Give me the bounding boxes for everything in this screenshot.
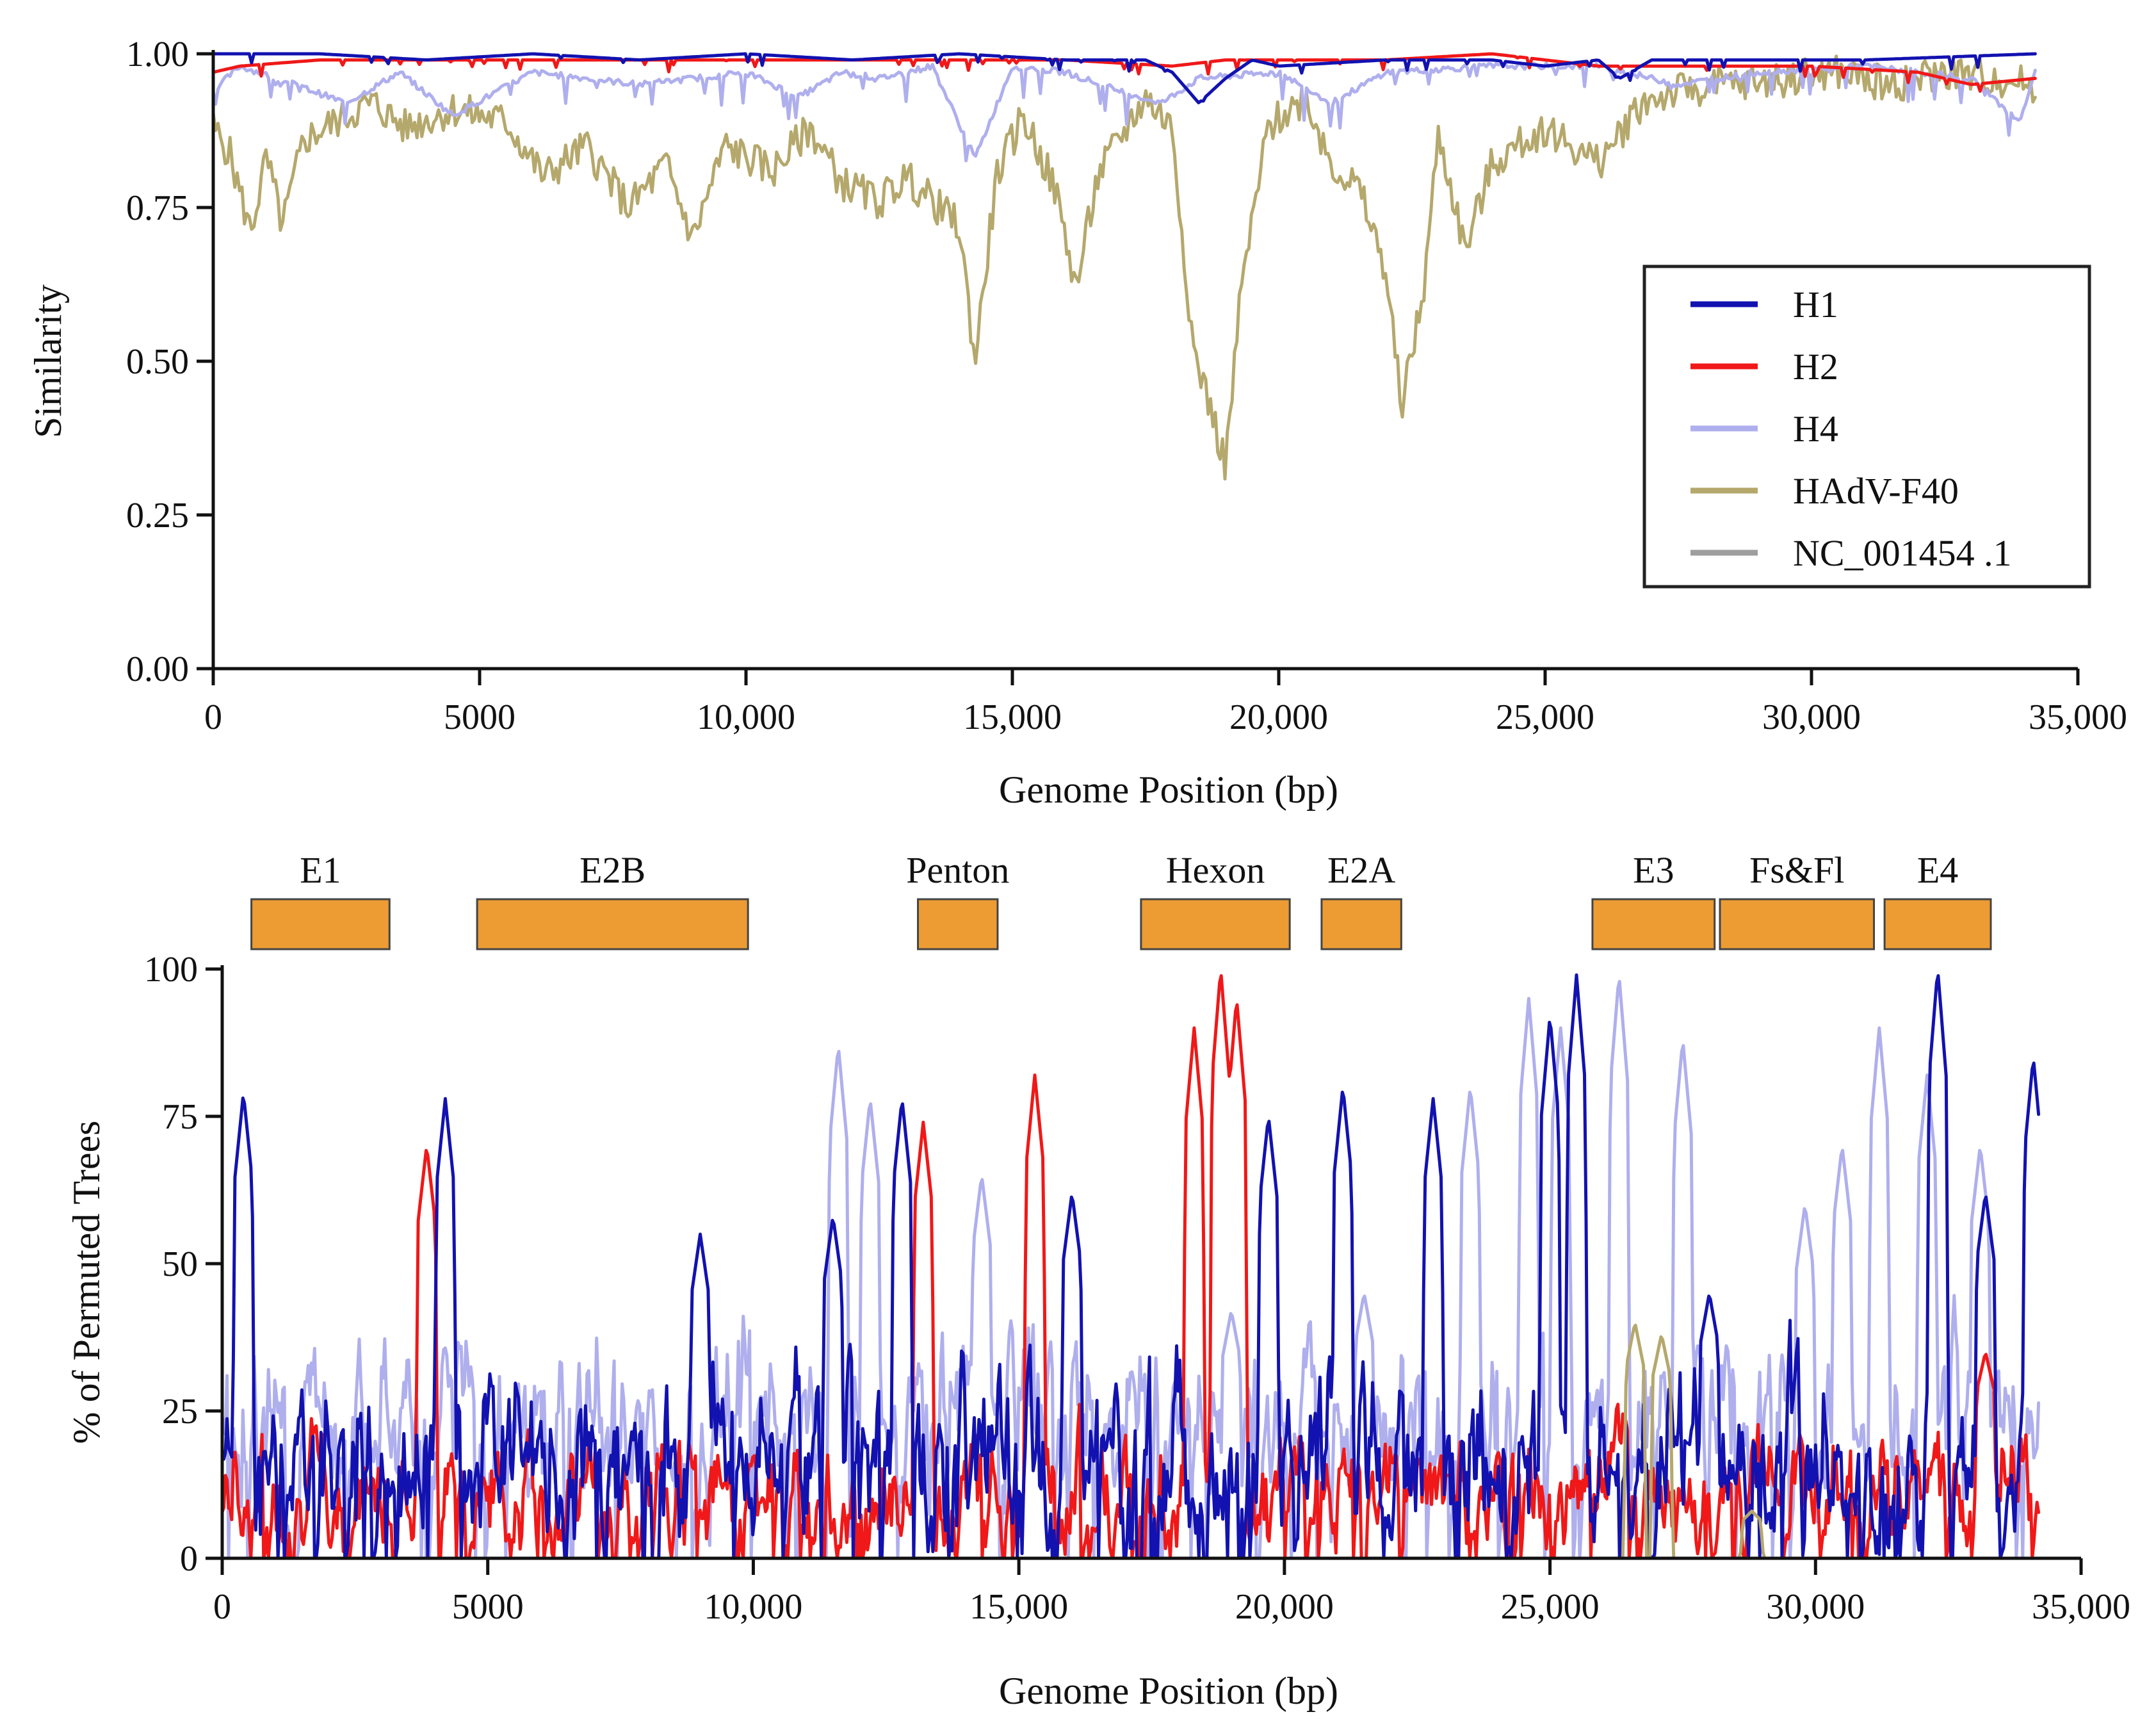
similarity-series-h4 xyxy=(211,61,2037,163)
bootscan-series-h1 xyxy=(220,973,2041,1560)
gene-label-e2a: E2A xyxy=(1327,849,1395,891)
gene-label-e4: E4 xyxy=(1917,849,1958,891)
gene-box-e1 xyxy=(250,898,391,950)
bootscan-y-tick-label: 0 xyxy=(180,1539,198,1579)
bootscan-plot: E1 E2B Penton Hexon E2A E3 Fs&Fl E4 0 5000 10,000… xyxy=(65,849,2130,1712)
similarity-x-tick-label: 15,000 xyxy=(963,697,1062,737)
bootscan-y-tick-label: 25 xyxy=(162,1392,198,1431)
bootscan-x-axis-label: Genome Position (bp) xyxy=(999,1670,1338,1712)
bootscan-x-tick-label: 5000 xyxy=(452,1587,524,1627)
bootscan-x-tick-label: 15,000 xyxy=(969,1587,1068,1627)
gene-label-hexon: Hexon xyxy=(1166,849,1265,891)
bootscan-x-tick-label: 20,000 xyxy=(1235,1587,1334,1627)
similarity-x-tick-label: 25,000 xyxy=(1496,697,1594,737)
legend-label-hadv-f40: HAdV-F40 xyxy=(1793,470,1959,512)
gene-box-fs-fl xyxy=(1719,898,1876,950)
gene-label-fs-fl: Fs&Fl xyxy=(1749,849,1844,891)
similarity-x-tick-label: 30,000 xyxy=(1762,697,1861,737)
bootscan-x-tick-label: 25,000 xyxy=(1501,1587,1600,1627)
gene-box-e3 xyxy=(1591,898,1716,950)
bootscan-x-tick-label: 35,000 xyxy=(2032,1587,2130,1627)
bootscan-x-tick-label: 30,000 xyxy=(1766,1587,1865,1627)
gene-label-penton: Penton xyxy=(906,849,1009,891)
bootscan-y-tick-label: 75 xyxy=(162,1097,198,1137)
similarity-x-tick-label: 0 xyxy=(204,697,222,737)
bootscan-x-tick-label: 0 xyxy=(213,1587,231,1627)
gene-annotation-track: E1 E2B Penton Hexon E2A E3 Fs&Fl E4 xyxy=(250,849,1992,950)
gene-box-e4 xyxy=(1883,898,1992,950)
bootscan-y-axis-label: % of Permuted Trees xyxy=(65,1121,108,1444)
legend-label-nc-001454-1: NC_001454 .1 xyxy=(1793,532,2012,574)
similarity-y-axis-label: Similarity xyxy=(27,284,69,438)
bootscan-series-h2 xyxy=(220,974,2041,1560)
similarity-plot: 0 5000 10,000 15,000 20,000 25,000 30,000 35,00… xyxy=(27,35,2127,811)
similarity-x-tick-label: 35,000 xyxy=(2029,697,2127,737)
bootscan-axes: 0 5000 10,000 15,000 20,000 25,000 30,000 35,00… xyxy=(144,950,2130,1627)
legend-label-h4: H4 xyxy=(1793,408,1838,450)
similarity-x-tick-label: 5000 xyxy=(444,697,515,737)
similarity-series-h2 xyxy=(211,52,2037,93)
gene-label-e2b: E2B xyxy=(580,849,645,891)
similarity-y-tick-label: 0.75 xyxy=(126,188,189,228)
legend-label-h2: H2 xyxy=(1793,346,1838,387)
similarity-y-tick-label: 1.00 xyxy=(126,35,189,74)
similarity-x-tick-label: 20,000 xyxy=(1229,697,1328,737)
similarity-x-tick-label: 10,000 xyxy=(697,697,795,737)
similarity-series-group xyxy=(211,52,2037,481)
bootscan-series-group xyxy=(220,973,2041,1560)
similarity-x-axis-label: Genome Position (bp) xyxy=(999,769,1338,811)
gene-box-hexon xyxy=(1140,898,1291,950)
bootscan-x-tick-label: 10,000 xyxy=(704,1587,802,1627)
gene-label-e3: E3 xyxy=(1633,849,1674,891)
similarity-series-h1 xyxy=(211,52,2037,104)
legend-label-h1: H1 xyxy=(1793,284,1838,325)
legend: H1 H2 H4 HAdV-F40 NC_001454 .1 xyxy=(1642,265,2091,589)
similarity-y-tick-label: 0.25 xyxy=(126,496,189,535)
gene-box-e2a xyxy=(1320,898,1402,950)
gene-box-penton xyxy=(917,898,999,950)
similarity-axes: 0 5000 10,000 15,000 20,000 25,000 30,000 35,00… xyxy=(126,35,2127,737)
gene-box-e2b xyxy=(476,898,749,950)
bootscan-y-tick-label: 50 xyxy=(162,1244,198,1284)
gene-label-e1: E1 xyxy=(300,849,341,891)
similarity-y-tick-label: 0.00 xyxy=(126,649,189,689)
bootscan-y-tick-label: 100 xyxy=(144,950,198,990)
similarity-y-tick-label: 0.50 xyxy=(126,342,189,382)
